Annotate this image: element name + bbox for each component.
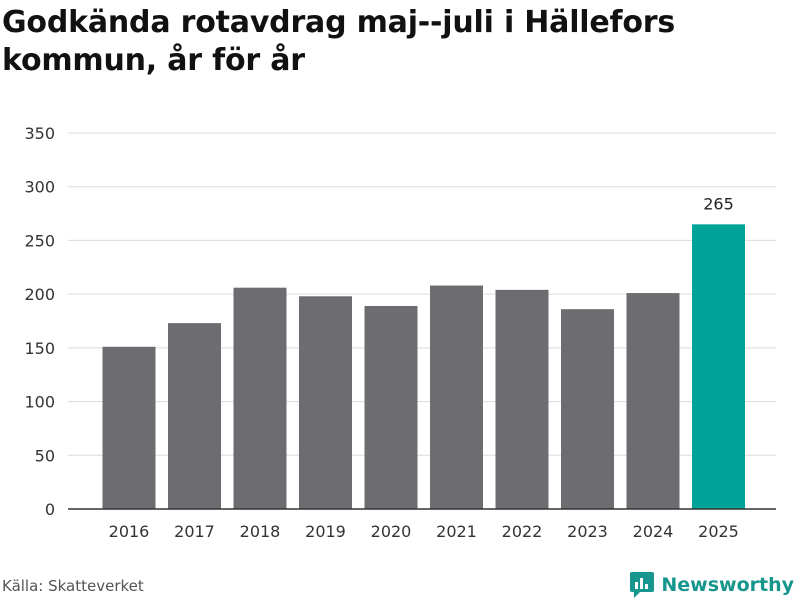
brand-logo: Newsworthy: [629, 569, 794, 601]
bar: [364, 305, 418, 509]
x-tick-label: 2024: [633, 522, 674, 541]
x-tick-label: 2017: [174, 522, 215, 541]
bar: [299, 296, 352, 509]
x-tick-label: 2016: [109, 522, 150, 541]
y-tick-label: 250: [24, 231, 55, 250]
x-tick-label: 2020: [371, 522, 412, 541]
bar: [233, 287, 287, 509]
x-tick-label: 2025: [698, 522, 739, 541]
x-tick-label: 2021: [436, 522, 477, 541]
chart-title: Godkända rotavdrag maj--juli i Hällefors…: [2, 4, 782, 80]
x-tick-label: 2018: [240, 522, 281, 541]
y-tick-label: 300: [24, 178, 55, 197]
chart-title-line-2: kommun, år för år: [2, 43, 305, 78]
data-label: 265: [703, 194, 734, 213]
brand-name: Newsworthy: [661, 574, 794, 596]
x-tick-label: 2019: [305, 522, 346, 541]
bar: [102, 346, 156, 509]
y-tick-label: 0: [45, 500, 55, 519]
bar: [561, 309, 614, 509]
y-tick-label: 350: [24, 124, 55, 143]
source-note: Källa: Skatteverket: [2, 577, 144, 595]
y-tick-label: 150: [24, 339, 55, 358]
bar: [168, 323, 221, 509]
chart-title-line-1: Godkända rotavdrag maj--juli i Hällefors: [2, 5, 676, 40]
x-tick-label: 2022: [502, 522, 543, 541]
bar: [692, 224, 745, 510]
bar: [430, 285, 483, 509]
newsworthy-logo-icon: [630, 572, 655, 598]
bar: [495, 289, 549, 509]
bar: [626, 293, 680, 509]
y-tick-label: 50: [35, 446, 55, 465]
x-tick-label: 2023: [567, 522, 608, 541]
y-tick-label: 200: [24, 285, 55, 304]
y-tick-label: 100: [24, 393, 55, 412]
